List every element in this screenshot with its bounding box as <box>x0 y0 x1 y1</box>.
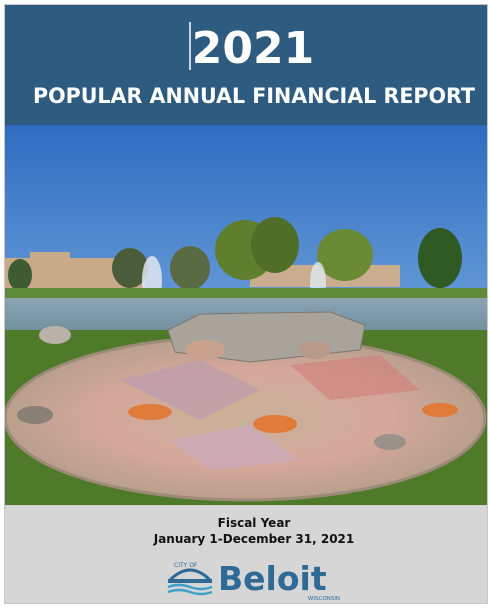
fiscal-period: January 1-December 31, 2021 <box>153 532 355 546</box>
cover-photo <box>5 125 487 505</box>
report-title: POPULAR ANNUAL FINANCIAL REPORT <box>33 84 476 108</box>
logo-name: Beloit <box>218 559 327 598</box>
cover: 2021 POPULAR ANNUAL FINANCIAL REPORT <box>0 0 490 608</box>
year: 2021 <box>192 23 314 74</box>
logo-state: WISCONSIN <box>308 596 340 602</box>
logo-prefix: CITY OF <box>174 562 198 569</box>
page: 2021 POPULAR ANNUAL FINANCIAL REPORT <box>0 0 490 608</box>
fiscal-label: Fiscal Year <box>218 516 291 530</box>
